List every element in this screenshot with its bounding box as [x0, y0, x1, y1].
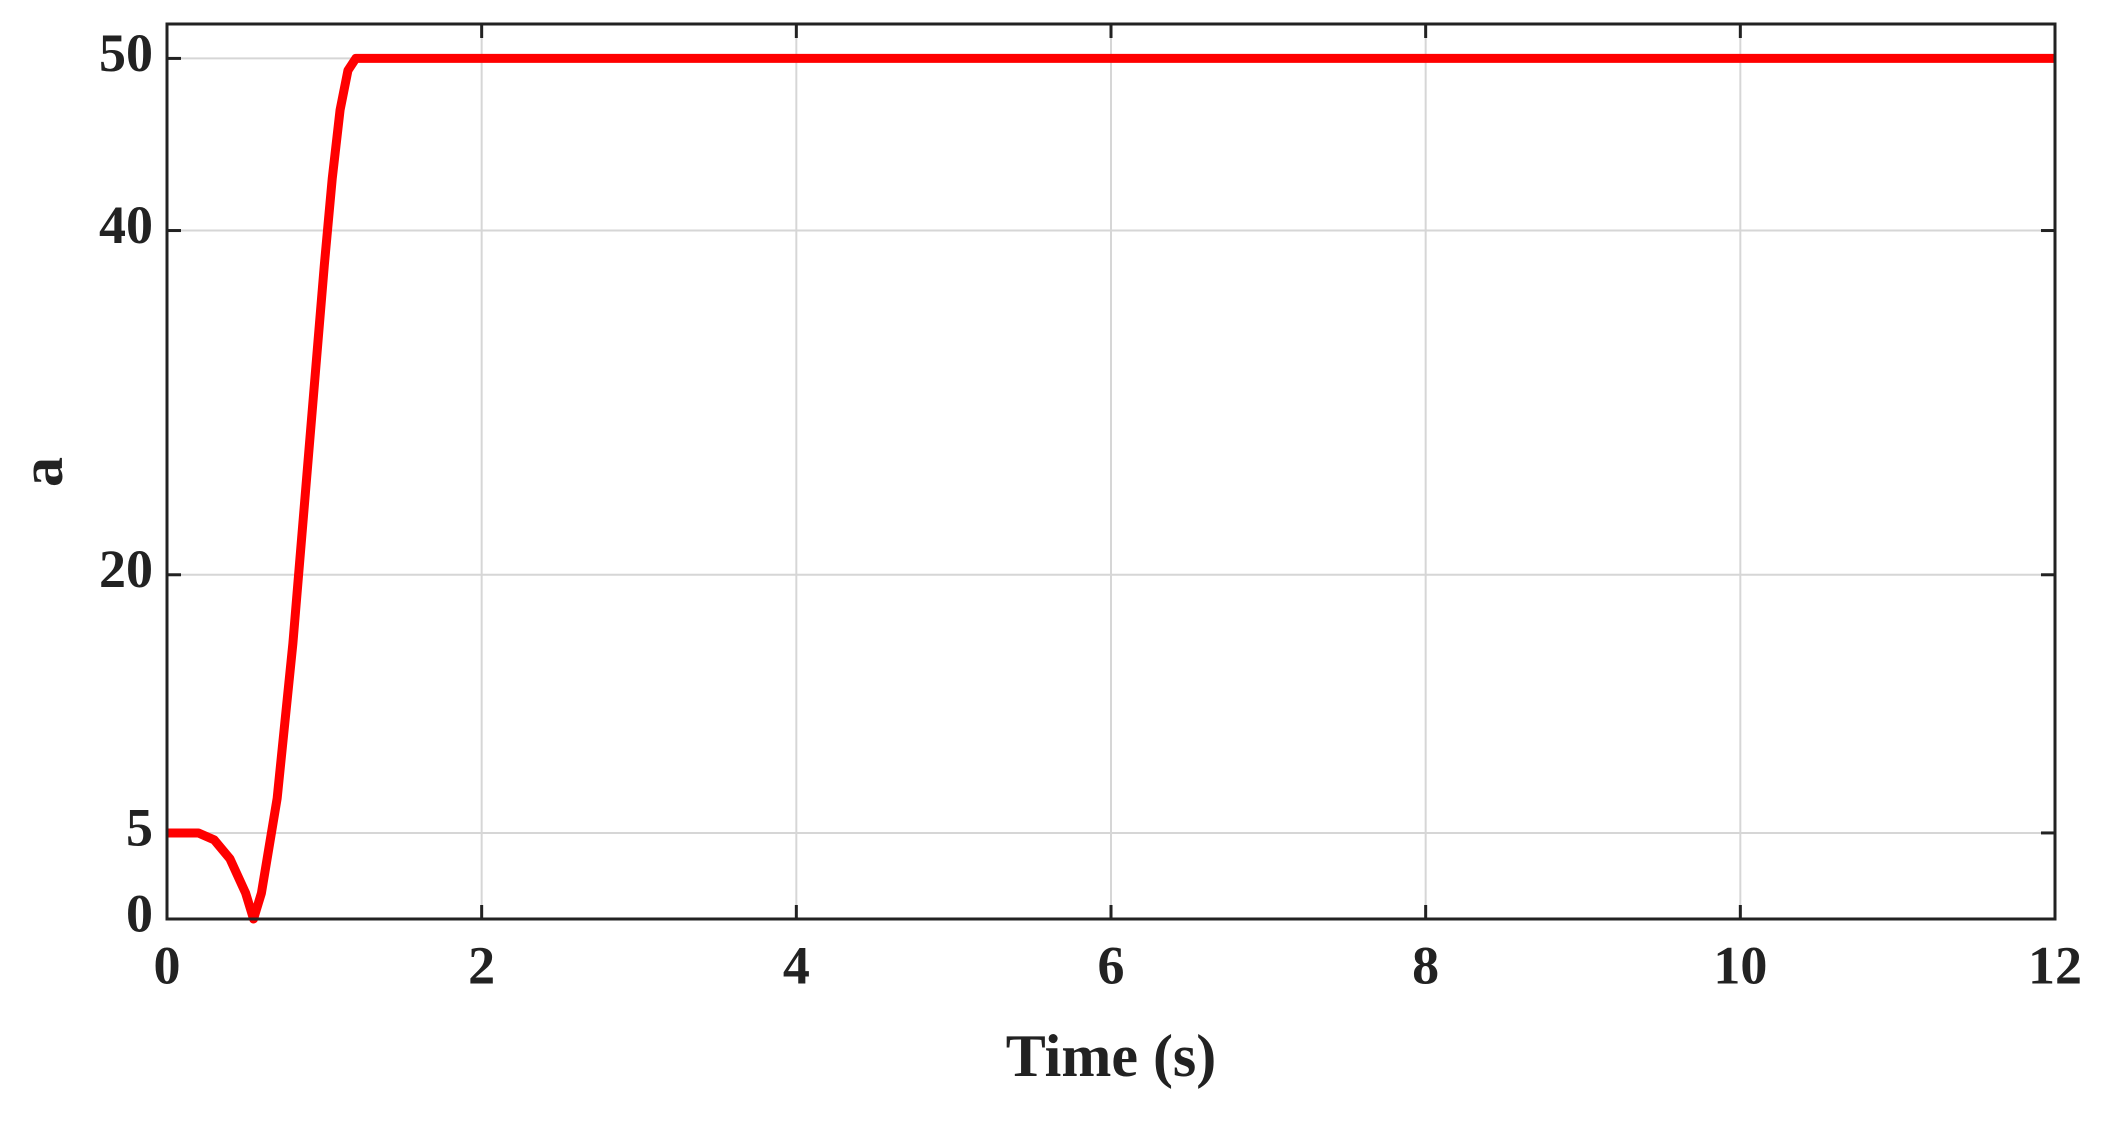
- y-tick-label: 20: [99, 539, 153, 599]
- x-tick-label: 8: [1412, 935, 1439, 995]
- plot-frame: [165, 22, 2057, 921]
- x-tick-label: 10: [1713, 935, 1767, 995]
- x-tick-label: 4: [783, 935, 810, 995]
- x-tick-label: 12: [2028, 935, 2082, 995]
- data-line: [167, 53, 2055, 924]
- x-tick-label: 6: [1098, 935, 1125, 995]
- y-axis-label: a: [9, 457, 75, 487]
- y-tick-label: 5: [126, 797, 153, 857]
- y-tick-label: 40: [99, 195, 153, 255]
- x-axis-label: Time (s): [1006, 1023, 1217, 1089]
- y-tick-label: 0: [126, 883, 153, 943]
- x-tick-label: 0: [154, 935, 181, 995]
- y-tick-label: 50: [99, 23, 153, 83]
- x-tick-label: 2: [468, 935, 495, 995]
